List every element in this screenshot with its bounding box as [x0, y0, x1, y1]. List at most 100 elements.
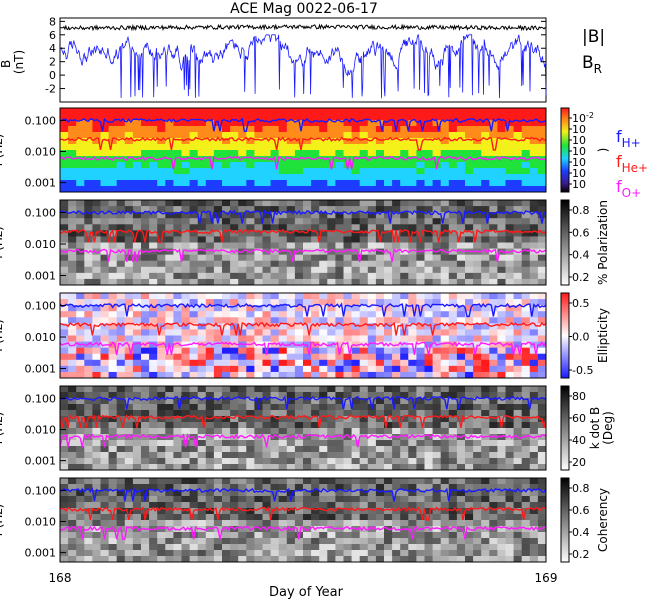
heatmap-cell — [432, 452, 442, 459]
heatmap-cell — [278, 236, 288, 243]
mag-y-tick-label: -2 — [45, 83, 56, 96]
heatmap-cell — [351, 478, 361, 485]
heatmap-cell — [270, 305, 280, 312]
heatmap-cell — [189, 180, 199, 187]
heatmap-cell — [513, 168, 523, 175]
heatmap-cell — [270, 347, 280, 355]
heatmap-cell — [432, 404, 442, 411]
heatmap-cell — [181, 496, 191, 503]
heatmap-cell — [473, 538, 482, 545]
heatmap-cell — [84, 278, 93, 286]
heatmap-cell — [319, 386, 328, 393]
heatmap-cell — [456, 428, 466, 435]
heatmap-cell — [286, 365, 296, 373]
heatmap-cell — [84, 150, 93, 157]
heatmap-cell — [529, 371, 539, 379]
heatmap-cell — [262, 114, 272, 121]
heatmap-cell — [400, 230, 409, 237]
heatmap-cell — [157, 464, 166, 471]
heatmap-cell — [222, 180, 231, 187]
heatmap-cell — [367, 484, 377, 491]
heatmap-cell — [230, 544, 239, 551]
heatmap-cell — [359, 386, 369, 393]
heatmap-cell — [173, 514, 182, 521]
heatmap-cell — [270, 502, 280, 509]
heatmap-cell — [384, 299, 393, 306]
heatmap-cell — [537, 365, 547, 373]
heatmap-cell — [327, 230, 336, 237]
heatmap-cell — [108, 200, 118, 207]
heatmap-cell — [132, 434, 142, 441]
heatmap-cell — [521, 272, 531, 280]
heatmap-cell — [456, 514, 466, 521]
heatmap-cell — [157, 490, 166, 497]
heatmap-cell — [456, 490, 466, 497]
heatmap-cell — [189, 410, 199, 417]
heatmap-cell — [521, 496, 531, 503]
heatmap-cell — [278, 341, 288, 349]
heatmap-cell — [270, 248, 280, 256]
heatmap-cell — [367, 502, 377, 509]
heatmap-cell — [473, 162, 482, 169]
heatmap-cell — [521, 371, 531, 379]
heatmap-cell — [448, 490, 458, 497]
heatmap-cell — [456, 323, 466, 330]
heatmap-cell — [489, 386, 498, 393]
heatmap-cell — [132, 293, 142, 300]
heatmap-cell — [278, 392, 288, 399]
heatmap-cell — [465, 114, 474, 121]
heatmap-cell — [384, 236, 393, 243]
heatmap-cell — [400, 422, 409, 429]
heatmap-cell — [319, 359, 328, 367]
heatmap-cell — [60, 266, 69, 274]
heatmap-cell — [375, 398, 385, 405]
heatmap-cell — [343, 508, 353, 515]
heatmap-cell — [132, 236, 142, 243]
heatmap-cell — [60, 371, 69, 379]
heatmap-cell — [311, 490, 320, 497]
heatmap-cell — [60, 293, 69, 300]
heatmap-cell — [465, 392, 474, 399]
heatmap-cell — [108, 266, 118, 274]
heatmap-cell — [311, 218, 320, 225]
heatmap-cell — [116, 556, 126, 563]
heatmap-cell — [473, 206, 482, 213]
heatmap-cell — [497, 230, 506, 237]
heatmap-cell — [238, 168, 247, 175]
heatmap-cell — [254, 532, 263, 539]
heatmap-cell — [303, 410, 312, 417]
y-tick-label: 0.001 — [25, 547, 57, 560]
heatmap-cell — [157, 218, 166, 225]
heatmap-cell — [165, 186, 174, 193]
heatmap-cell — [440, 242, 450, 250]
heatmap-cell — [489, 371, 498, 379]
heatmap-cell — [189, 404, 199, 411]
heatmap-cell — [205, 242, 215, 250]
heatmap-cell — [149, 248, 158, 256]
heatmap-cell — [473, 386, 482, 393]
heatmap-cell — [311, 353, 320, 361]
heatmap-cell — [141, 452, 150, 459]
heatmap-cell — [440, 335, 450, 343]
heatmap-cell — [424, 311, 434, 318]
heatmap-cell — [165, 496, 174, 503]
heatmap-cell — [521, 520, 531, 527]
heatmap-cell — [278, 484, 288, 491]
heatmap-cell — [448, 347, 458, 355]
heatmap-cell — [84, 490, 93, 497]
heatmap-cell — [497, 526, 506, 533]
heatmap-cell — [100, 484, 110, 491]
heatmap-cell — [359, 422, 369, 429]
heatmap-cell — [505, 434, 515, 441]
heatmap-cell — [481, 365, 490, 373]
heatmap-cell — [359, 556, 369, 563]
heatmap-cell — [440, 556, 450, 563]
heatmap-cell — [456, 556, 466, 563]
heatmap-cell — [335, 458, 344, 465]
heatmap-cell — [205, 144, 215, 151]
heatmap-cell — [132, 359, 142, 367]
heatmap-cell — [408, 440, 417, 447]
heatmap-cell — [246, 242, 255, 250]
heatmap-cell — [505, 293, 515, 300]
heatmap-cell — [230, 162, 239, 169]
